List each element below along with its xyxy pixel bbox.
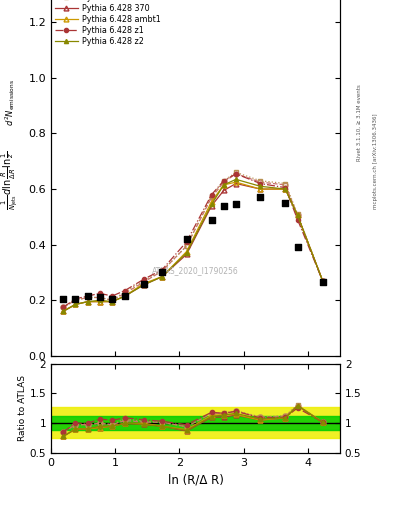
Point [109, 295, 115, 303]
Point [320, 278, 326, 286]
X-axis label: ln (R/Δ R): ln (R/Δ R) [167, 474, 224, 486]
Point [140, 280, 147, 288]
Point [233, 200, 239, 208]
Point [257, 194, 263, 202]
Text: $\frac{1}{N_\mathrm{jets}} d\ln\frac{R}{\Delta R}\ln\frac{1}{z}$: $\frac{1}{N_\mathrm{jets}} d\ln\frac{R}{… [0, 151, 20, 210]
Text: mcplots.cern.ch [arXiv:1306.3436]: mcplots.cern.ch [arXiv:1306.3436] [373, 114, 378, 209]
Y-axis label: Ratio to ATLAS: Ratio to ATLAS [18, 375, 27, 441]
Point [122, 292, 128, 300]
Point [208, 216, 215, 224]
Legend: ATLAS, Pythia 6.428 345, Pythia 6.428 346, Pythia 6.428 370, Pythia 6.428 ambt1,: ATLAS, Pythia 6.428 345, Pythia 6.428 34… [53, 0, 162, 48]
Point [159, 268, 165, 276]
Point [184, 235, 190, 243]
Point [282, 199, 288, 207]
Point [84, 292, 91, 300]
Point [72, 295, 79, 303]
Point [294, 243, 301, 251]
Text: ATLAS_2020_I1790256: ATLAS_2020_I1790256 [152, 266, 239, 275]
Text: $d^2 N_\mathrm{emissions}$: $d^2 N_\mathrm{emissions}$ [3, 79, 17, 126]
Bar [51, 407, 340, 438]
Point [220, 202, 227, 210]
Bar [51, 416, 340, 431]
Point [97, 293, 103, 302]
Point [60, 295, 66, 303]
Text: Rivet 3.1.10, ≥ 3.1M events: Rivet 3.1.10, ≥ 3.1M events [357, 84, 362, 161]
